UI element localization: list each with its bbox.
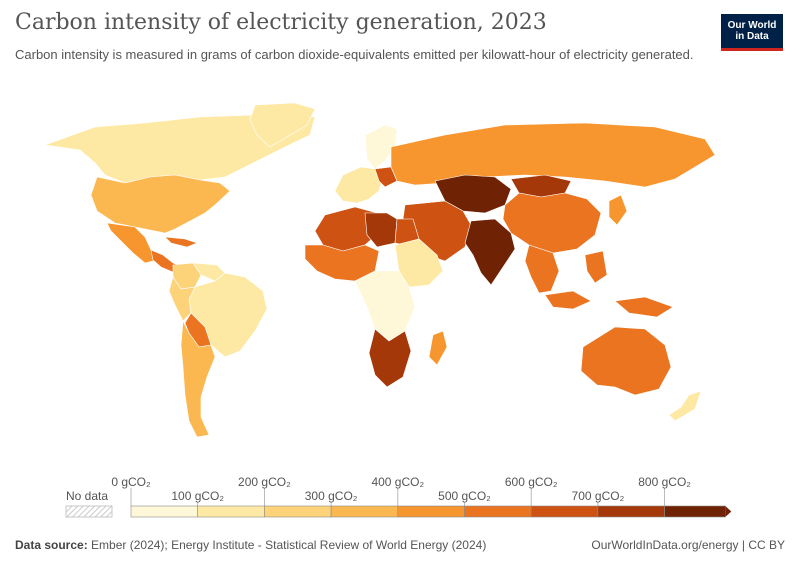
legend-ticks: [130, 488, 665, 506]
legend-top-tick-label: 200 gCO₂: [238, 475, 291, 489]
region-scandinavia[interactable]: Scandinavia: 40 gCO₂: [364, 124, 398, 170]
region-argentina-chile[interactable]: Argentina/Chile: 370 gCO₂: [180, 319, 216, 438]
region-madagascar[interactable]: Madagascar: 480 gCO₂: [428, 330, 448, 366]
chart-subtitle: Carbon intensity is measured in grams of…: [15, 47, 694, 62]
map-legend: No data 0 gCO₂ 200 gCO₂ 400 gCO₂ 600 gCO₂ 80…: [65, 475, 732, 518]
credit-link[interactable]: OurWorldInData.org/energy | CC BY: [591, 538, 785, 552]
region-australia[interactable]: Australia: 550 gCO₂: [580, 326, 672, 396]
no-data-label: No data: [66, 489, 108, 503]
legend-bin[interactable]: [130, 505, 198, 518]
legend-labels: 0 gCO₂ 200 gCO₂ 400 gCO₂ 600 gCO₂ 800 gCO₂ 10…: [111, 475, 691, 503]
legend-bin[interactable]: [464, 505, 532, 518]
legend-bin[interactable]: [397, 505, 465, 518]
data-source: Data source: Ember (2024); Energy Instit…: [15, 538, 486, 552]
legend-arrow: [725, 506, 732, 517]
legend-bottom-tick-label: 100 gCO₂: [171, 489, 224, 503]
data-source-text: Ember (2024); Energy Institute - Statist…: [91, 538, 487, 552]
region-new-zealand[interactable]: New Zealand: 110 gCO₂: [668, 390, 702, 422]
region-united-states[interactable]: United States: 370 gCO₂: [90, 174, 231, 234]
region-southern-africa[interactable]: Southern Africa: 700 gCO₂: [368, 328, 412, 388]
chart-title: Carbon intensity of electricity generati…: [15, 10, 547, 35]
no-data-swatch: [65, 505, 113, 518]
legend-top-tick-label: 400 gCO₂: [371, 475, 424, 489]
legend-bottom-tick-label: 700 gCO₂: [572, 489, 625, 503]
legend-top-tick-label: 0 gCO₂: [111, 475, 151, 489]
legend-bin[interactable]: [530, 505, 599, 518]
owid-logo[interactable]: Our World in Data: [721, 14, 783, 51]
region-poland[interactable]: Poland: 660 gCO₂: [374, 166, 398, 188]
legend-bin[interactable]: [597, 505, 665, 518]
legend-bottom-tick-label: 500 gCO₂: [438, 489, 491, 503]
logo-line-2: in Data: [735, 31, 769, 42]
region-greenland[interactable]: Greenland: 150 gCO₂: [249, 102, 316, 148]
region-alaska-canada[interactable]: Alaska/Canada: 130 gCO₂: [44, 114, 316, 184]
region-russia[interactable]: Russia: 440 gCO₂: [390, 122, 716, 188]
legend-top-tick-label: 800 gCO₂: [638, 475, 691, 489]
region-western-europe[interactable]: Western Europe: 120 gCO₂: [334, 166, 384, 204]
legend-bin[interactable]: [197, 505, 265, 518]
legend-top-tick-label: 600 gCO₂: [505, 475, 558, 489]
logo-line-1: Our World: [727, 20, 777, 31]
region-japan-korea[interactable]: Japan/Korea: 480 gCO₂: [608, 194, 628, 226]
region-libya[interactable]: India: 710 gCO₂: [364, 212, 398, 248]
region-southeast-asia[interactable]: Egypt: 580 gCO₂: [524, 244, 674, 318]
region-china[interactable]: China: 580 gCO₂: [502, 192, 602, 254]
legend-bins: [130, 505, 732, 518]
region-central-africa[interactable]: Central Africa: 80 gCO₂: [354, 270, 416, 342]
region-mexico[interactable]: Mexico: 430 gCO₂: [106, 222, 158, 264]
data-source-label: Data source:: [15, 538, 88, 552]
legend-bin[interactable]: [664, 505, 726, 518]
region-india[interactable]: Libya: 820 gCO₂: [464, 218, 516, 286]
legend-bottom-tick-label: 300 gCO₂: [305, 489, 358, 503]
legend-bin[interactable]: [264, 505, 332, 518]
legend-bin[interactable]: [330, 505, 399, 518]
world-map: Alaska/Canada: 130 gCO₂ Greenland: 150 g…: [44, 102, 716, 438]
